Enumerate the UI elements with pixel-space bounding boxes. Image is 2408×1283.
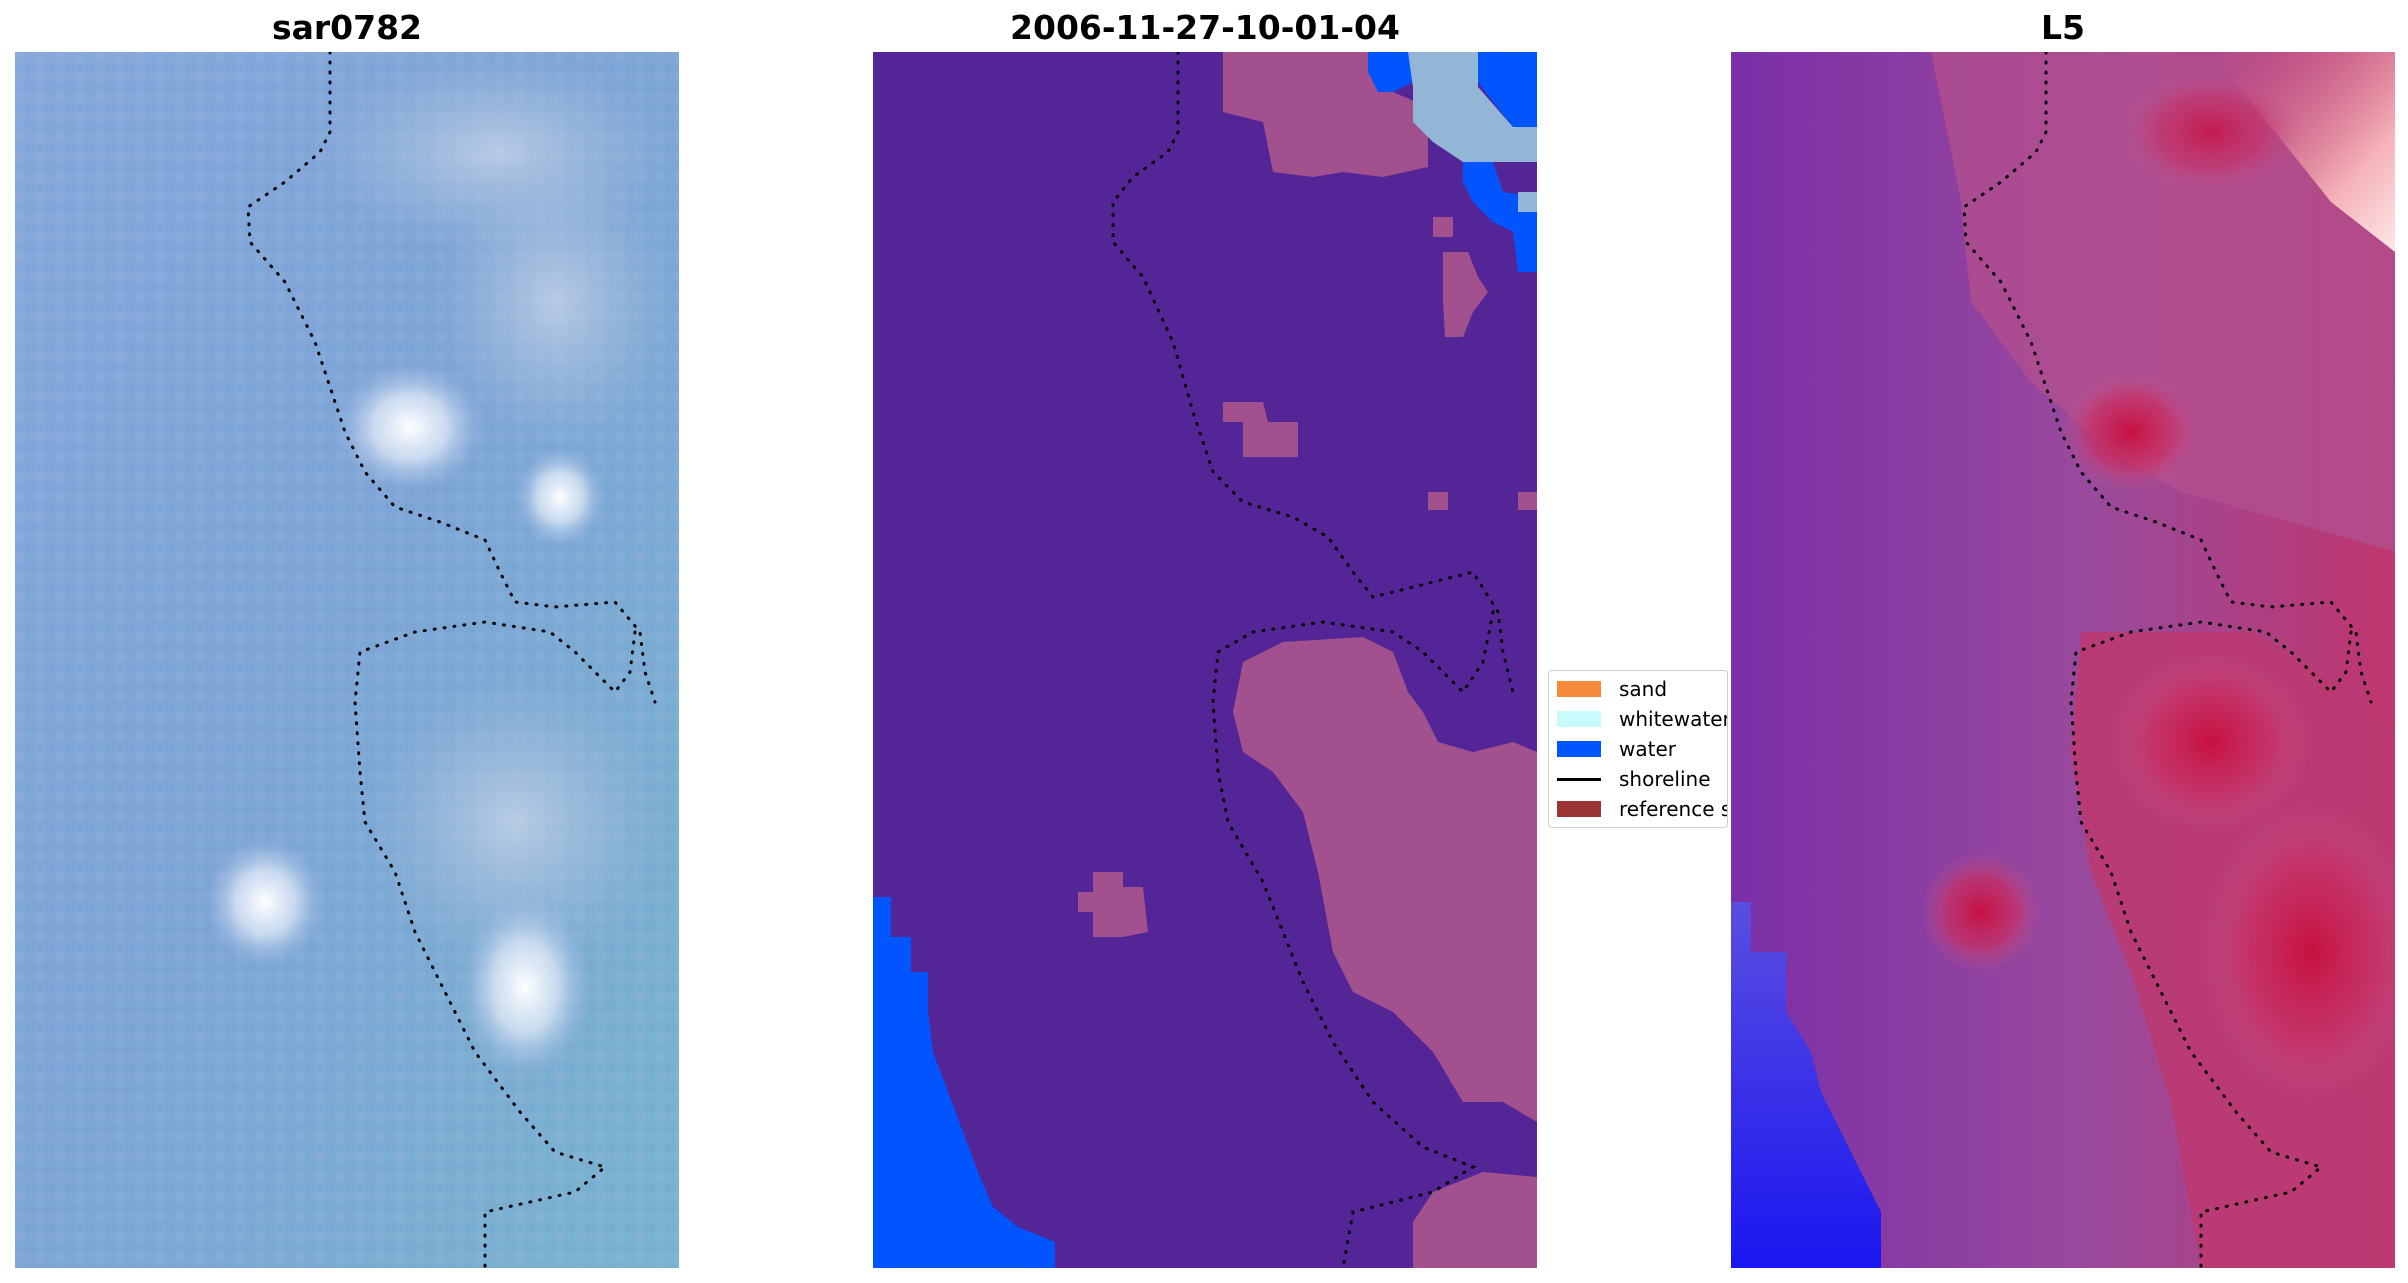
panel-title-classified: 2006-11-27-10-01-04 [1010, 8, 1400, 47]
l5-image [1731, 52, 2395, 1268]
legend-label-whitewater: whitewater [1619, 707, 1728, 731]
sar-image [15, 52, 679, 1268]
legend-item-water: water [1557, 735, 1676, 763]
legend-label-water: water [1619, 737, 1676, 761]
classified-image-panel [873, 52, 1537, 1268]
sar-image-panel [15, 52, 679, 1268]
classified-image [873, 52, 1537, 1268]
water-swatch [1557, 741, 1601, 757]
legend-label-shoreline: shoreline [1619, 767, 1711, 791]
legend-item-sand: sand [1557, 675, 1667, 703]
panel-title-l5: L5 [2041, 8, 2085, 47]
legend-item-shoreline: shoreline [1557, 765, 1711, 793]
legend-item-whitewater: whitewater [1557, 705, 1728, 733]
legend-label-sand: sand [1619, 677, 1668, 701]
legend-label-reference: reference s [1619, 797, 1728, 821]
shoreline-line-swatch [1557, 777, 1601, 781]
legend-item-reference: reference s [1557, 795, 1728, 823]
sand-swatch [1557, 681, 1601, 697]
l5-image-panel [1731, 52, 2395, 1268]
reference-swatch [1557, 801, 1601, 817]
panel-title-sar: sar0782 [271, 8, 423, 47]
legend: sand whitewater water shoreline referenc… [1548, 670, 1728, 828]
whitewater-swatch [1557, 711, 1601, 727]
